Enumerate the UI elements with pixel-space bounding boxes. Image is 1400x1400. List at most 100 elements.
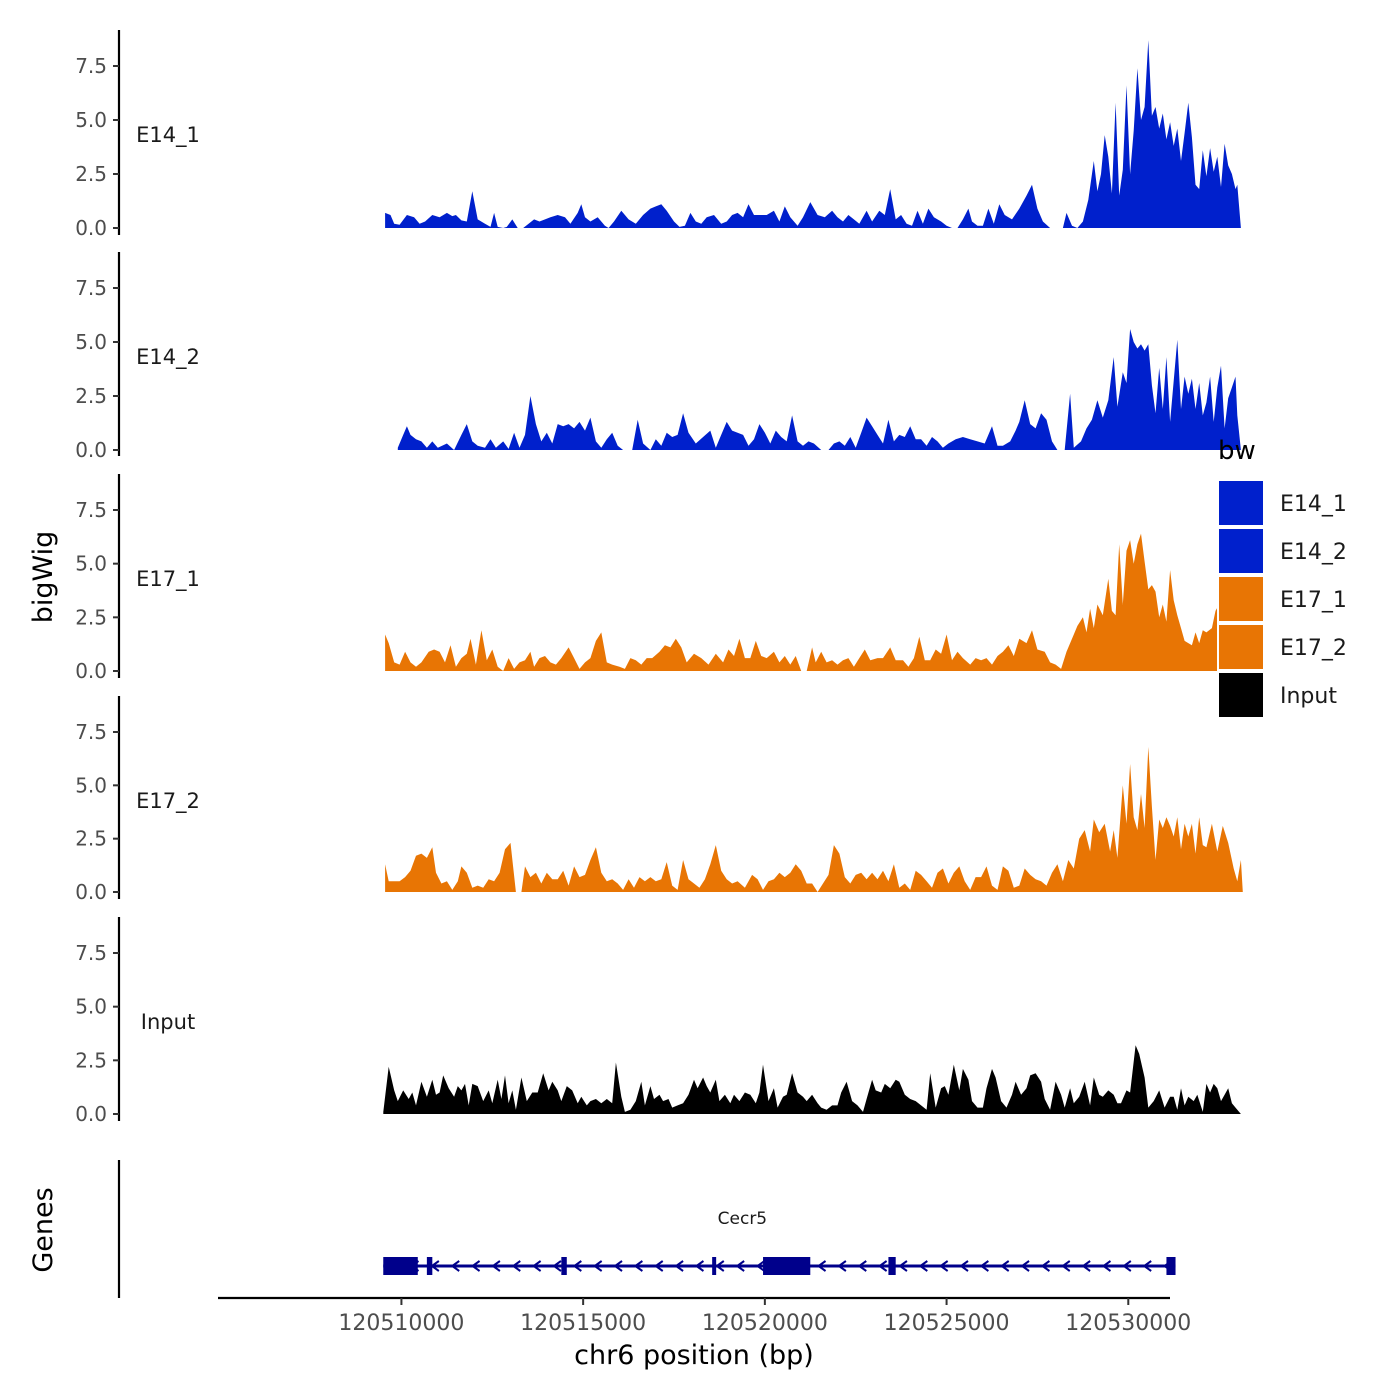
y-tick-label: 0.0 <box>75 880 107 904</box>
strand-arrow <box>633 1260 643 1272</box>
strand-arrow <box>857 1260 867 1272</box>
strand-arrow <box>613 1260 623 1272</box>
y-tick-label: 7.5 <box>75 54 107 78</box>
strand-arrow <box>877 1260 888 1272</box>
strand-arrow <box>959 1260 969 1272</box>
y-tick-label: 2.5 <box>75 827 107 851</box>
x-tick-label: 120525000 <box>884 1311 1010 1336</box>
strand-arrow <box>938 1260 949 1272</box>
track-e14-2: 0.0 2.5 5.0 7.5 E14_2 <box>75 252 1241 462</box>
strand-arrow <box>491 1260 501 1272</box>
track-label: E17_2 <box>136 789 200 814</box>
strand-arrow <box>979 1260 989 1272</box>
strand-arrow <box>999 1260 1010 1272</box>
x-axis: 120510000 120515000 120520000 120525000 1205… <box>218 1296 1191 1336</box>
signal-area <box>383 1045 1241 1114</box>
y-tick-label: 0.0 <box>75 1102 107 1126</box>
legend-entry-input: Input <box>1217 671 1337 719</box>
legend-title: bw <box>1218 436 1256 466</box>
strand-arrow <box>450 1260 460 1272</box>
legend-entry-e17-1: E17_1 <box>1217 575 1347 623</box>
track-e17-2: 0.0 2.5 5.0 7.5 E17_2 <box>75 696 1243 904</box>
x-tick-label: 120530000 <box>1065 1311 1191 1336</box>
x-tick-label: 120510000 <box>338 1311 464 1336</box>
strand-arrow <box>1122 1260 1132 1272</box>
y-tick-label: 0.0 <box>75 438 107 462</box>
gene-exon <box>561 1257 567 1275</box>
y-tick-label: 7.5 <box>75 498 107 522</box>
strand-arrow <box>1040 1260 1051 1272</box>
track-label: E14_2 <box>136 345 200 370</box>
gene-exon <box>888 1257 896 1275</box>
legend-swatch <box>1217 671 1265 719</box>
y-tick-label: 5.0 <box>75 108 107 132</box>
x-axis-title: chr6 position (bp) <box>574 1340 814 1371</box>
strand-arrow <box>1061 1260 1071 1272</box>
legend-entry-e14-1: E14_1 <box>1217 479 1347 527</box>
strand-arrow <box>1020 1260 1030 1272</box>
y-tick-label: 2.5 <box>75 162 107 186</box>
strand-arrow <box>654 1260 664 1272</box>
strand-arrow <box>837 1260 847 1272</box>
legend-label: Input <box>1280 684 1337 709</box>
legend: bw E14_1 E14_2 E17_1 E17_2 Input <box>1217 436 1347 719</box>
strand-arrow <box>898 1260 908 1272</box>
track-label: Input <box>141 1010 195 1034</box>
y-tick-label: 7.5 <box>75 276 107 300</box>
strand-arrow <box>694 1260 705 1272</box>
strand-arrow <box>552 1260 562 1272</box>
gene-exon <box>383 1257 418 1275</box>
y-tick-label: 7.5 <box>75 941 107 965</box>
strand-arrow <box>816 1260 827 1272</box>
y-tick-label: 0.0 <box>75 216 107 240</box>
legend-label: E17_1 <box>1280 588 1347 613</box>
y-tick-label: 2.5 <box>75 605 107 629</box>
gene-cecr5: Cecr5 <box>383 1209 1176 1275</box>
x-tick-label: 120520000 <box>702 1311 828 1336</box>
strand-arrow <box>1101 1260 1112 1272</box>
gene-exon <box>426 1257 433 1275</box>
strand-arrow <box>1081 1260 1091 1272</box>
y-tick-label: 0.0 <box>75 659 107 683</box>
legend-swatch <box>1217 575 1265 623</box>
strand-arrow <box>674 1260 684 1272</box>
y-tick-label: 7.5 <box>75 720 107 744</box>
signal-area <box>385 533 1243 671</box>
track-e14-1: 0.0 2.5 5.0 7.5 E14_1 <box>75 30 1241 240</box>
track-label: E17_1 <box>136 567 200 592</box>
genes-axis-title: Genes <box>28 1187 59 1272</box>
track-e17-1: 0.0 2.5 5.0 7.5 E17_1 <box>75 474 1243 683</box>
y-tick-label: 2.5 <box>75 1048 107 1072</box>
y-tick-label: 5.0 <box>75 773 107 797</box>
strand-arrow <box>572 1260 582 1272</box>
track-label: E14_1 <box>136 123 200 148</box>
y-tick-label: 5.0 <box>75 995 107 1019</box>
strand-arrow <box>531 1260 542 1272</box>
legend-label: E17_2 <box>1280 636 1347 661</box>
strand-arrow <box>511 1260 521 1272</box>
strand-arrow <box>1142 1260 1152 1272</box>
strand-arrow <box>918 1260 928 1272</box>
legend-entry-e17-2: E17_2 <box>1217 623 1347 671</box>
strand-arrow <box>715 1260 725 1272</box>
legend-label: E14_2 <box>1280 540 1347 565</box>
signal-area <box>385 746 1243 892</box>
strand-arrow <box>755 1260 766 1272</box>
x-tick-label: 120515000 <box>520 1311 646 1336</box>
gene-label: Cecr5 <box>718 1209 767 1229</box>
legend-entry-e14-2: E14_2 <box>1217 527 1347 575</box>
y-axis-title: bigWig <box>28 531 59 624</box>
signal-area <box>397 329 1241 450</box>
y-tick-label: 5.0 <box>75 552 107 576</box>
gene-exon <box>763 1257 811 1275</box>
legend-label: E14_1 <box>1280 492 1347 517</box>
strand-arrow <box>735 1260 745 1272</box>
y-tick-label: 2.5 <box>75 384 107 408</box>
signal-area <box>385 40 1241 228</box>
gene-exon <box>1166 1257 1176 1275</box>
gene-exon <box>712 1257 717 1275</box>
legend-swatch <box>1217 527 1265 575</box>
strand-arrow <box>592 1260 603 1272</box>
y-tick-label: 5.0 <box>75 330 107 354</box>
